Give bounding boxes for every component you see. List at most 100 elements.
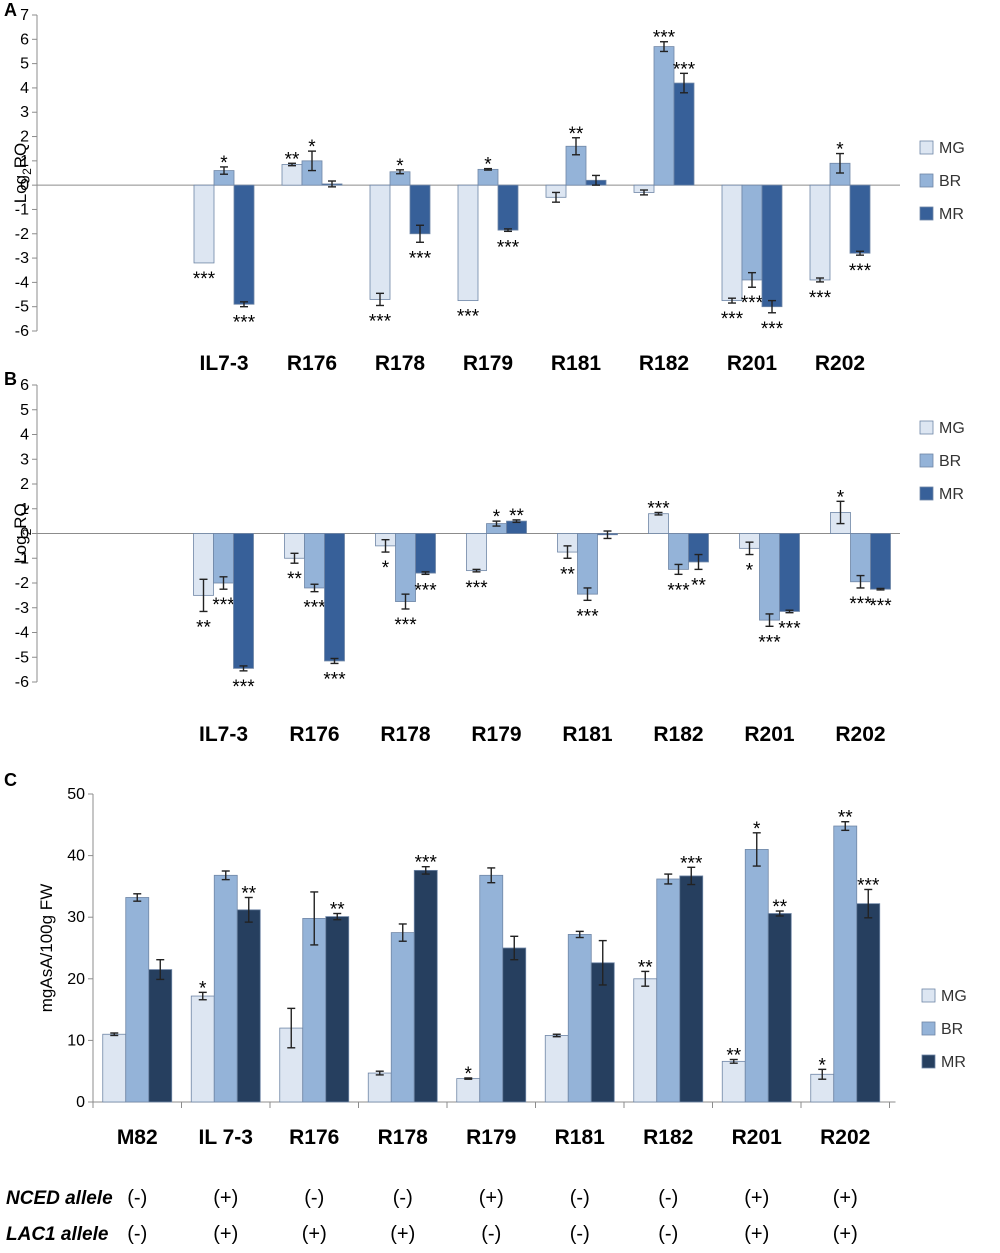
legend-label: BR xyxy=(939,453,961,470)
bar-MG-R179 xyxy=(466,533,487,572)
bar-BR-R201 xyxy=(741,184,763,281)
y-tick-label: -6 xyxy=(15,323,29,340)
significance-label: ** xyxy=(638,957,653,978)
y-tick-label: 4 xyxy=(20,80,29,97)
y-tick-label: 4 xyxy=(20,427,29,444)
significance-label: ** xyxy=(285,149,300,170)
nced-allele-value: (+) xyxy=(479,1187,504,1209)
y-tick-label: -3 xyxy=(15,250,29,267)
lac1-allele-label: LAC1 allele xyxy=(6,1224,109,1245)
significance-label: ** xyxy=(838,808,853,829)
y-tick-label: 0 xyxy=(20,526,29,543)
lac1-allele-value: (+) xyxy=(833,1223,858,1245)
bar-MR-IL7-3 xyxy=(233,184,255,305)
significance-label: *** xyxy=(457,307,480,328)
bar-BR-R202 xyxy=(850,533,871,583)
y-tick-label: -3 xyxy=(15,600,29,617)
bar-BR-R182 xyxy=(656,878,681,1103)
legend-swatch-MG xyxy=(919,420,934,435)
bar-MR-R201 xyxy=(779,533,800,612)
bar-MG-R181 xyxy=(544,1035,569,1103)
y-tick-label: 5 xyxy=(20,56,29,73)
y-tick-label: 7 xyxy=(20,7,29,24)
nced-allele-value: (-) xyxy=(127,1187,147,1209)
bar-MG-R201 xyxy=(721,184,743,302)
significance-label: *** xyxy=(653,28,676,49)
y-tick-label: 3 xyxy=(20,451,29,468)
bar-MR-R201 xyxy=(761,184,783,308)
bar-MR-R176 xyxy=(324,533,345,662)
category-label: R182 xyxy=(639,352,689,375)
significance-label: * xyxy=(484,155,492,176)
y-axis-label: Log2RQ xyxy=(11,143,34,204)
y-tick-label: -1 xyxy=(15,550,29,567)
significance-label: *** xyxy=(680,853,703,874)
significance-label: ** xyxy=(691,575,706,596)
significance-label: *** xyxy=(233,313,256,334)
significance-label: ** xyxy=(569,124,584,145)
panel-letter-B: B xyxy=(4,369,17,389)
bar-MR-R178 xyxy=(413,869,438,1103)
significance-label: * xyxy=(836,140,844,161)
bar-BR-R202 xyxy=(833,825,858,1103)
significance-label: * xyxy=(220,153,228,174)
bar-BR-IL 7-3 xyxy=(213,874,238,1103)
nced-allele-value: (-) xyxy=(570,1187,590,1209)
bar-MG-R182 xyxy=(633,978,658,1103)
category-label: R201 xyxy=(727,352,778,375)
significance-label: ** xyxy=(196,617,211,638)
category-label: R178 xyxy=(375,352,426,375)
legend-label: MR xyxy=(939,206,964,223)
y-tick-label: 2 xyxy=(20,476,29,493)
significance-label: *** xyxy=(849,594,872,615)
bar-BR-R182 xyxy=(653,46,675,186)
bar-MR-IL7-3 xyxy=(233,533,254,669)
significance-label: *** xyxy=(465,578,488,599)
category-label: R181 xyxy=(555,1126,606,1149)
bar-MG-M82 xyxy=(102,1033,127,1103)
y-tick-label: 30 xyxy=(67,909,85,926)
bar-MR-IL 7-3 xyxy=(236,909,261,1103)
legend-swatch-BR xyxy=(921,1021,936,1036)
panel-a-chart: A-6-5-4-3-2-101234567Log2RQ*******IL7-3*… xyxy=(4,0,965,375)
y-tick-label: -2 xyxy=(15,575,29,592)
bar-MR-R202 xyxy=(870,533,891,590)
significance-label: * xyxy=(837,487,845,508)
legend-swatch-BR xyxy=(919,173,934,188)
significance-label: *** xyxy=(849,261,872,282)
y-tick-label: 6 xyxy=(20,31,29,48)
significance-label: ** xyxy=(241,883,256,904)
significance-label: * xyxy=(753,819,761,840)
significance-label: *** xyxy=(758,632,781,653)
bar-MG-R179 xyxy=(457,184,479,302)
legend-swatch-BR xyxy=(919,453,934,468)
bar-BR-R201 xyxy=(744,849,769,1103)
legend-swatch-MR xyxy=(921,1054,936,1069)
significance-label: ** xyxy=(330,900,345,921)
bar-MR-R202 xyxy=(856,903,881,1103)
y-tick-label: 0 xyxy=(20,177,29,194)
y-tick-label: 1 xyxy=(20,501,29,518)
y-tick-label: 3 xyxy=(20,104,29,121)
legend-swatch-MR xyxy=(919,206,934,221)
category-label: R201 xyxy=(744,723,795,746)
significance-label: *** xyxy=(721,309,744,330)
significance-label: *** xyxy=(761,319,784,340)
legend-label: MR xyxy=(939,486,964,503)
y-tick-label: -4 xyxy=(15,625,29,642)
legend-label: MR xyxy=(941,1054,966,1071)
category-label: R182 xyxy=(653,723,703,746)
bar-BR-IL7-3 xyxy=(213,533,234,584)
nced-allele-value: (-) xyxy=(304,1187,324,1209)
significance-label: *** xyxy=(369,311,392,332)
lac1-allele-value: (-) xyxy=(481,1223,501,1245)
lac1-allele-value: (+) xyxy=(744,1223,769,1245)
significance-label: *** xyxy=(869,596,892,617)
significance-label: *** xyxy=(323,669,346,690)
legend-swatch-MR xyxy=(919,486,934,501)
y-tick-label: -2 xyxy=(15,226,29,243)
bar-MR-R179 xyxy=(497,184,519,231)
bar-BR-R176 xyxy=(302,918,327,1103)
lac1-allele-value: (-) xyxy=(570,1223,590,1245)
